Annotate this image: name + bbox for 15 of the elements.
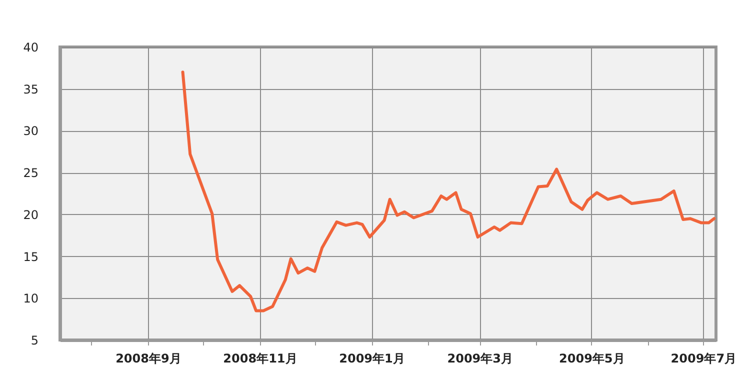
- x-tick-label: 2009年7月: [670, 352, 737, 366]
- x-tick-label: 2009年3月: [447, 352, 513, 366]
- y-tick-label: 10: [23, 292, 38, 306]
- y-tick-label: 30: [23, 124, 38, 138]
- x-tick-label: 2009年5月: [559, 352, 625, 366]
- y-tick-label: 20: [23, 208, 38, 222]
- x-tick-label: 2008年9月: [116, 352, 182, 366]
- y-tick-label: 35: [23, 82, 38, 96]
- x-tick-label: 2008年11月: [223, 352, 298, 366]
- x-tick-label: 2009年1月: [339, 352, 405, 366]
- y-tick-label: 40: [23, 40, 38, 54]
- y-tick-label: 5: [30, 334, 38, 348]
- line-series: [181, 70, 716, 312]
- y-tick-label: 15: [23, 250, 38, 264]
- y-tick-label: 25: [23, 166, 38, 180]
